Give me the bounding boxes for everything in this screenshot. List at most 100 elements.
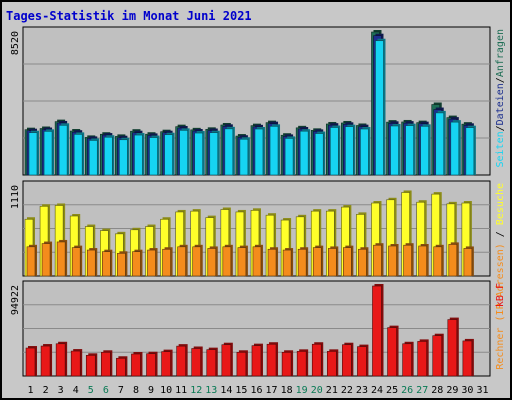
bar-seiten-5 (88, 140, 98, 176)
x-tick-label-6: 6 (103, 385, 109, 396)
bar-seiten-8 (134, 134, 143, 176)
x-tick-label-27: 27 (416, 385, 428, 396)
bar-series2-20 (312, 247, 322, 277)
bar-kbf-16 (251, 345, 262, 377)
bar-series2-27 (418, 245, 427, 277)
x-tick-label-11: 11 (175, 385, 187, 396)
bar-kbf-17 (266, 343, 277, 377)
bar-kbf-15 (236, 351, 247, 377)
bar-series2-13 (207, 248, 217, 277)
y-axis-label-part: / (495, 125, 506, 131)
bar-kbf-10 (161, 351, 171, 377)
bar-series2-4 (71, 247, 81, 277)
bar-seiten-29 (450, 121, 460, 176)
bar-kbf-3 (55, 343, 66, 377)
x-tick-label-23: 23 (356, 385, 368, 396)
x-tick-label-15: 15 (235, 385, 247, 396)
bar-seiten-18 (284, 138, 294, 176)
bar-series2-21 (327, 248, 337, 277)
bar-series2-9 (147, 249, 156, 277)
y-axis-label: Seiten/Dateien/Anfragen (495, 29, 506, 168)
x-tick-label-22: 22 (341, 385, 353, 396)
x-tick-label-4: 4 (73, 385, 79, 396)
bar-series2-22 (343, 247, 352, 277)
bar-seiten-7 (119, 139, 128, 176)
y-axis-label-part: Dateien (495, 83, 506, 125)
y-axis-label: kB F (495, 283, 506, 307)
bar-seiten-27 (420, 126, 429, 176)
bar-kbf-28 (432, 335, 443, 377)
bar-kbf-11 (176, 345, 186, 377)
x-tick-label-17: 17 (266, 385, 278, 396)
x-tick-label-29: 29 (446, 385, 458, 396)
x-tick-label-3: 3 (58, 385, 64, 396)
y-axis-label-part: / (495, 225, 506, 243)
bar-series2-7 (117, 252, 126, 277)
y-tick-label: 1110 (10, 185, 21, 209)
bar-series2-14 (222, 246, 232, 277)
bar-seiten-16 (254, 128, 264, 176)
y-axis-label-part: Seiten (495, 131, 506, 167)
bar-seiten-15 (239, 138, 249, 176)
bar-kbf-24 (372, 285, 382, 377)
bar-seiten-11 (179, 130, 188, 176)
bar-series2-28 (433, 246, 443, 277)
bar-seiten-4 (73, 134, 83, 176)
x-tick-label-19: 19 (296, 385, 308, 396)
bar-kbf-22 (342, 344, 352, 377)
bar-kbf-23 (357, 346, 367, 377)
x-tick-label-28: 28 (431, 385, 443, 396)
bar-kbf-19 (296, 351, 307, 377)
bar-kbf-21 (326, 351, 337, 377)
bar-series2-2 (41, 243, 51, 277)
y-axis-label-part: / (495, 77, 506, 83)
x-tick-label-25: 25 (386, 385, 398, 396)
x-tick-label-10: 10 (160, 385, 172, 396)
y-tick-label: 8520 (10, 31, 21, 55)
bar-kbf-9 (146, 353, 156, 377)
bar-series2-15 (237, 247, 247, 277)
bar-seiten-6 (104, 136, 113, 176)
bar-seiten-13 (209, 132, 219, 176)
y-axis-label: Rechner (IP-Adressen) / Besuche (495, 183, 506, 370)
bar-kbf-8 (131, 353, 141, 377)
x-tick-label-1: 1 (28, 385, 34, 396)
bar-seiten-24 (375, 40, 384, 176)
y-axis-label-part: (IP-Adressen) (495, 243, 506, 327)
x-tick-label-21: 21 (326, 385, 338, 396)
bar-kbf-30 (462, 340, 473, 377)
x-tick-label-7: 7 (118, 385, 124, 396)
bar-kbf-7 (116, 357, 126, 377)
y-axis-label-part: Besuche (495, 183, 506, 225)
bar-seiten-3 (58, 125, 68, 176)
x-tick-label-9: 9 (148, 385, 154, 396)
x-tick-label-12: 12 (190, 385, 202, 396)
bar-seiten-9 (149, 137, 158, 176)
x-tick-label-20: 20 (311, 385, 323, 396)
x-tick-label-13: 13 (205, 385, 217, 396)
x-tick-label-5: 5 (88, 385, 94, 396)
bar-kbf-4 (70, 350, 81, 377)
bar-seiten-17 (269, 126, 279, 176)
bar-kbf-18 (281, 351, 292, 377)
bar-kbf-1 (25, 347, 36, 377)
bar-seiten-21 (329, 127, 339, 176)
bar-seiten-23 (360, 128, 369, 176)
bar-series2-24 (373, 244, 382, 277)
bar-seiten-30 (465, 127, 475, 176)
bar-series2-10 (162, 248, 171, 277)
bar-kbf-27 (417, 341, 427, 377)
bar-seiten-19 (299, 130, 309, 176)
bar-kbf-6 (101, 351, 111, 377)
bar-kbf-29 (447, 319, 458, 377)
x-tick-label-24: 24 (371, 385, 383, 396)
chart-title: Tages-Statistik im Monat Juni 2021 (6, 9, 252, 23)
bar-series2-3 (56, 241, 66, 277)
bar-series2-26 (403, 244, 412, 277)
x-tick-label-18: 18 (281, 385, 293, 396)
bar-seiten-20 (314, 133, 324, 176)
bar-series2-23 (358, 248, 367, 277)
bar-seiten-26 (405, 125, 414, 176)
